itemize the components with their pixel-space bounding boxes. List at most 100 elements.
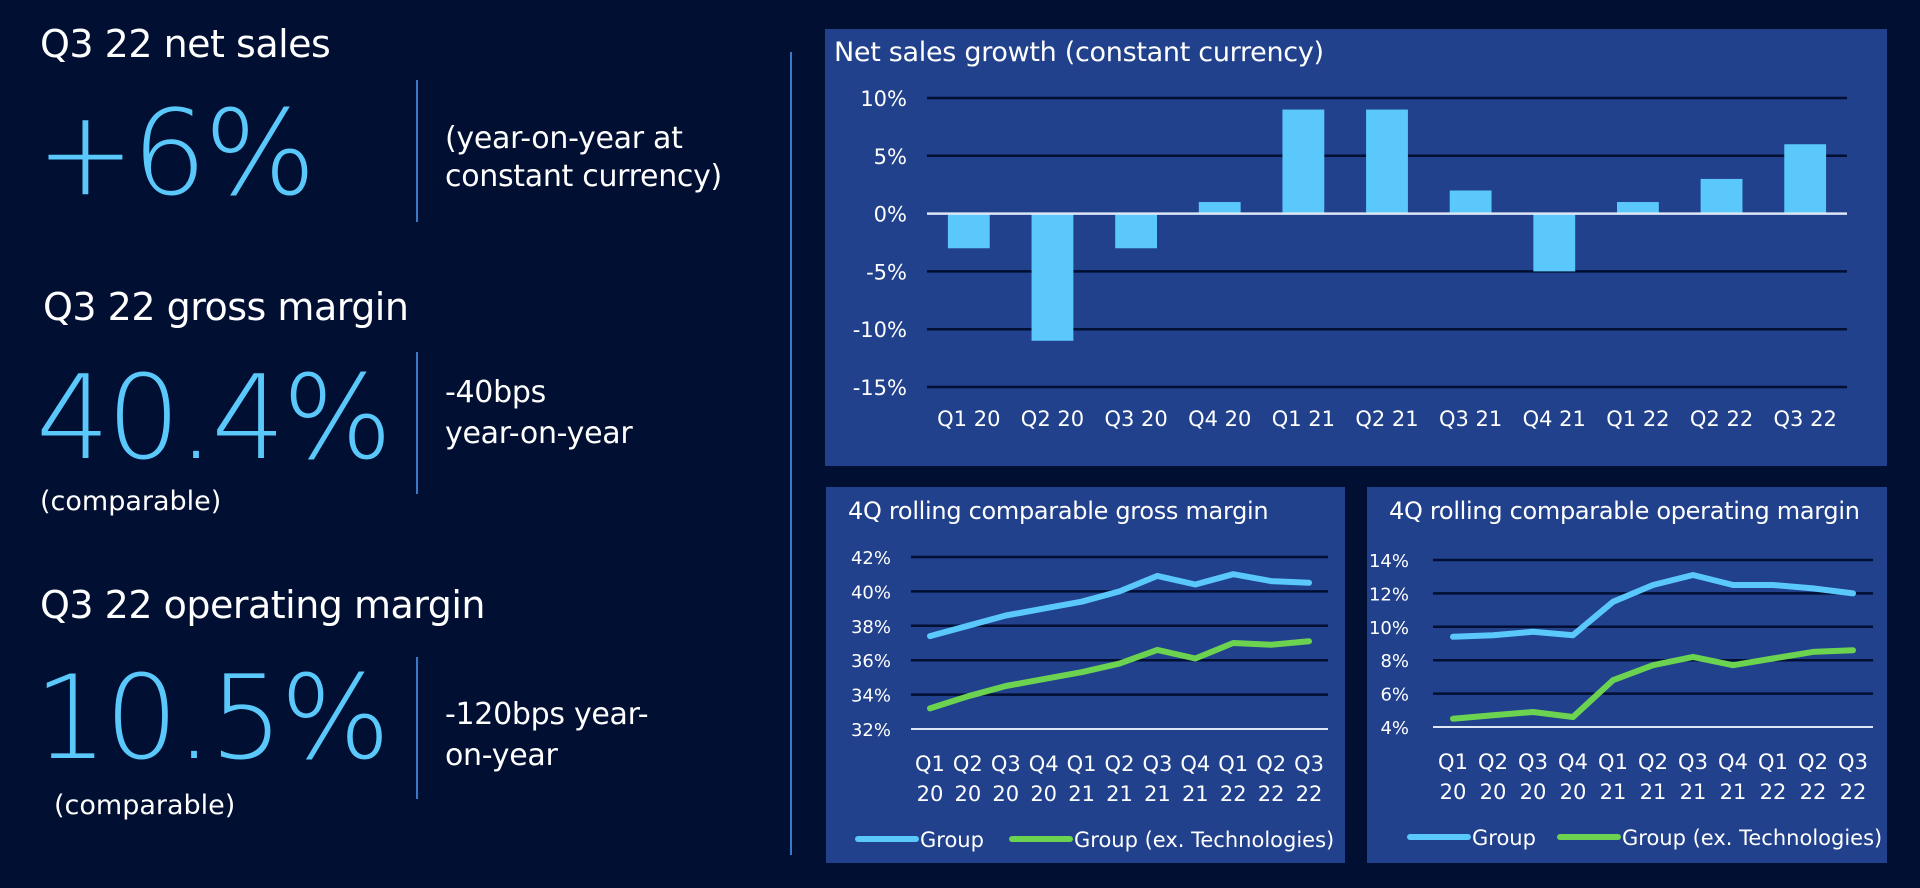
x-tick-label: Q2	[1638, 750, 1668, 774]
kpi-note-line: on-year	[445, 738, 558, 773]
x-tick-label: 21	[1600, 780, 1627, 804]
x-tick-label: Q3	[1838, 750, 1868, 774]
x-tick-label: Q1	[1598, 750, 1628, 774]
series-line	[1450, 572, 1856, 640]
x-tick-label: Q4	[1180, 752, 1210, 776]
x-tick-label: Q3 22	[1774, 407, 1837, 431]
y-tick-label: 4%	[1380, 718, 1409, 739]
y-tick-label: 10%	[1369, 618, 1409, 639]
x-tick-label: 22	[1760, 780, 1787, 804]
x-tick-label: 20	[1560, 780, 1587, 804]
y-tick-label: 14%	[1369, 551, 1409, 572]
bar	[1282, 109, 1325, 214]
x-tick-label: Q4	[1029, 752, 1059, 776]
x-tick-label: Q4 21	[1523, 407, 1586, 431]
y-tick-label: -5%	[866, 260, 907, 284]
bar	[1031, 213, 1074, 341]
y-tick-label: 8%	[1380, 651, 1409, 672]
bar	[947, 213, 990, 249]
kpi-title: Q3 22 gross margin	[43, 285, 409, 329]
kpi-note: (year-on-year at constant currency)	[445, 120, 722, 196]
x-tick-label: Q3	[1142, 752, 1172, 776]
x-tick-label: Q2 20	[1021, 407, 1084, 431]
y-tick-label: 36%	[851, 651, 891, 672]
chart-title: 4Q rolling comparable gross margin	[848, 497, 1269, 525]
kpi-note: -120bps year- on-year	[445, 694, 649, 776]
x-tick-label: Q3 21	[1439, 407, 1502, 431]
y-tick-label: 32%	[851, 720, 891, 741]
section-divider	[790, 52, 792, 855]
kpi-value: 10.5%	[34, 651, 391, 786]
kpi-title: Q3 22 net sales	[40, 22, 331, 66]
legend-label: Group	[920, 828, 984, 852]
kpi-divider	[416, 657, 418, 799]
bar	[1533, 213, 1576, 272]
x-tick-label: Q3	[1518, 750, 1548, 774]
x-tick-label: Q1 20	[937, 407, 1000, 431]
x-tick-label: Q2 22	[1690, 407, 1753, 431]
x-tick-label: Q1 21	[1272, 407, 1335, 431]
net-sales-growth-panel: Net sales growth (constant currency) 10%…	[825, 29, 1887, 466]
y-tick-label: 0%	[874, 203, 907, 227]
bar	[1449, 190, 1492, 214]
y-tick-label: 34%	[851, 686, 891, 707]
x-tick-label: 22	[1840, 780, 1867, 804]
x-tick-label: Q4	[1718, 750, 1748, 774]
kpi-value: +6%	[36, 84, 316, 222]
kpi-note-line: -120bps year-	[445, 697, 649, 732]
x-tick-label: Q2	[1105, 752, 1135, 776]
legend-label: Group	[1472, 826, 1536, 850]
x-tick-label: Q4 20	[1188, 407, 1251, 431]
x-tick-label: 21	[1640, 780, 1667, 804]
y-tick-label: 42%	[851, 548, 891, 569]
x-tick-label: Q3	[1294, 752, 1324, 776]
x-tick-label: Q1	[1067, 752, 1097, 776]
x-tick-label: 20	[1520, 780, 1547, 804]
x-tick-label: 21	[1068, 782, 1095, 806]
x-tick-label: 20	[1030, 782, 1057, 806]
x-tick-label: 20	[1480, 780, 1507, 804]
net-sales-growth-chart: 10% 5% 0% -5% -10% -15% Q1 20 Q2 20 Q3 20 Q4 20 Q1…	[853, 87, 1847, 431]
y-tick-label: 12%	[1369, 584, 1409, 605]
x-tick-label: 20	[954, 782, 981, 806]
kpi-note: -40bps year-on-year	[445, 372, 633, 454]
y-tick-label: 38%	[851, 617, 891, 638]
x-tick-label: 21	[1720, 780, 1747, 804]
x-tick-label: Q3	[1678, 750, 1708, 774]
x-tick-label: 20	[1440, 780, 1467, 804]
x-tick-label: 22	[1258, 782, 1285, 806]
y-tick-label: 10%	[860, 87, 907, 111]
y-tick-label: 5%	[874, 145, 907, 169]
kpi-note-line: (year-on-year at	[445, 121, 683, 156]
y-tick-label: 6%	[1380, 685, 1409, 706]
x-tick-label: Q4	[1558, 750, 1588, 774]
kpi-sub: (comparable)	[54, 790, 236, 821]
kpi-sub: (comparable)	[40, 486, 222, 517]
x-tick-label: Q1	[1758, 750, 1788, 774]
x-tick-label: 21	[1680, 780, 1707, 804]
kpi-note-line: constant currency)	[445, 159, 722, 194]
x-tick-label: Q2	[953, 752, 983, 776]
bar	[1198, 202, 1241, 214]
legend-label: Group (ex. Technologies)	[1622, 826, 1882, 850]
kpi-value: 40.4%	[36, 351, 393, 486]
kpi-divider	[416, 80, 418, 222]
series-line	[1450, 647, 1856, 722]
operating-margin-panel: 4Q rolling comparable operating margin 1…	[1367, 487, 1887, 863]
x-tick-label: 20	[917, 782, 944, 806]
series-line	[927, 638, 1312, 712]
bar	[1617, 202, 1659, 214]
kpi-note-line: -40bps	[445, 375, 546, 410]
x-tick-label: Q2 21	[1355, 407, 1418, 431]
y-tick-label: 40%	[851, 582, 891, 603]
chart-title: Net sales growth (constant currency)	[834, 37, 1324, 68]
x-tick-label: 20	[992, 782, 1019, 806]
operating-margin-chart: 14% 12% 10% 8% 6% 4% Q1 20 Q2 20 Q3 20 Q4 20 Q1 21 Q2 21 Q…	[1369, 551, 1882, 850]
kpi-divider	[416, 352, 418, 494]
kpi-title: Q3 22 operating margin	[40, 583, 486, 627]
x-tick-label: Q1	[1218, 752, 1248, 776]
x-tick-label: Q1	[1438, 750, 1468, 774]
x-tick-label: 22	[1220, 782, 1247, 806]
series-line	[927, 571, 1312, 640]
x-tick-label: 21	[1182, 782, 1209, 806]
